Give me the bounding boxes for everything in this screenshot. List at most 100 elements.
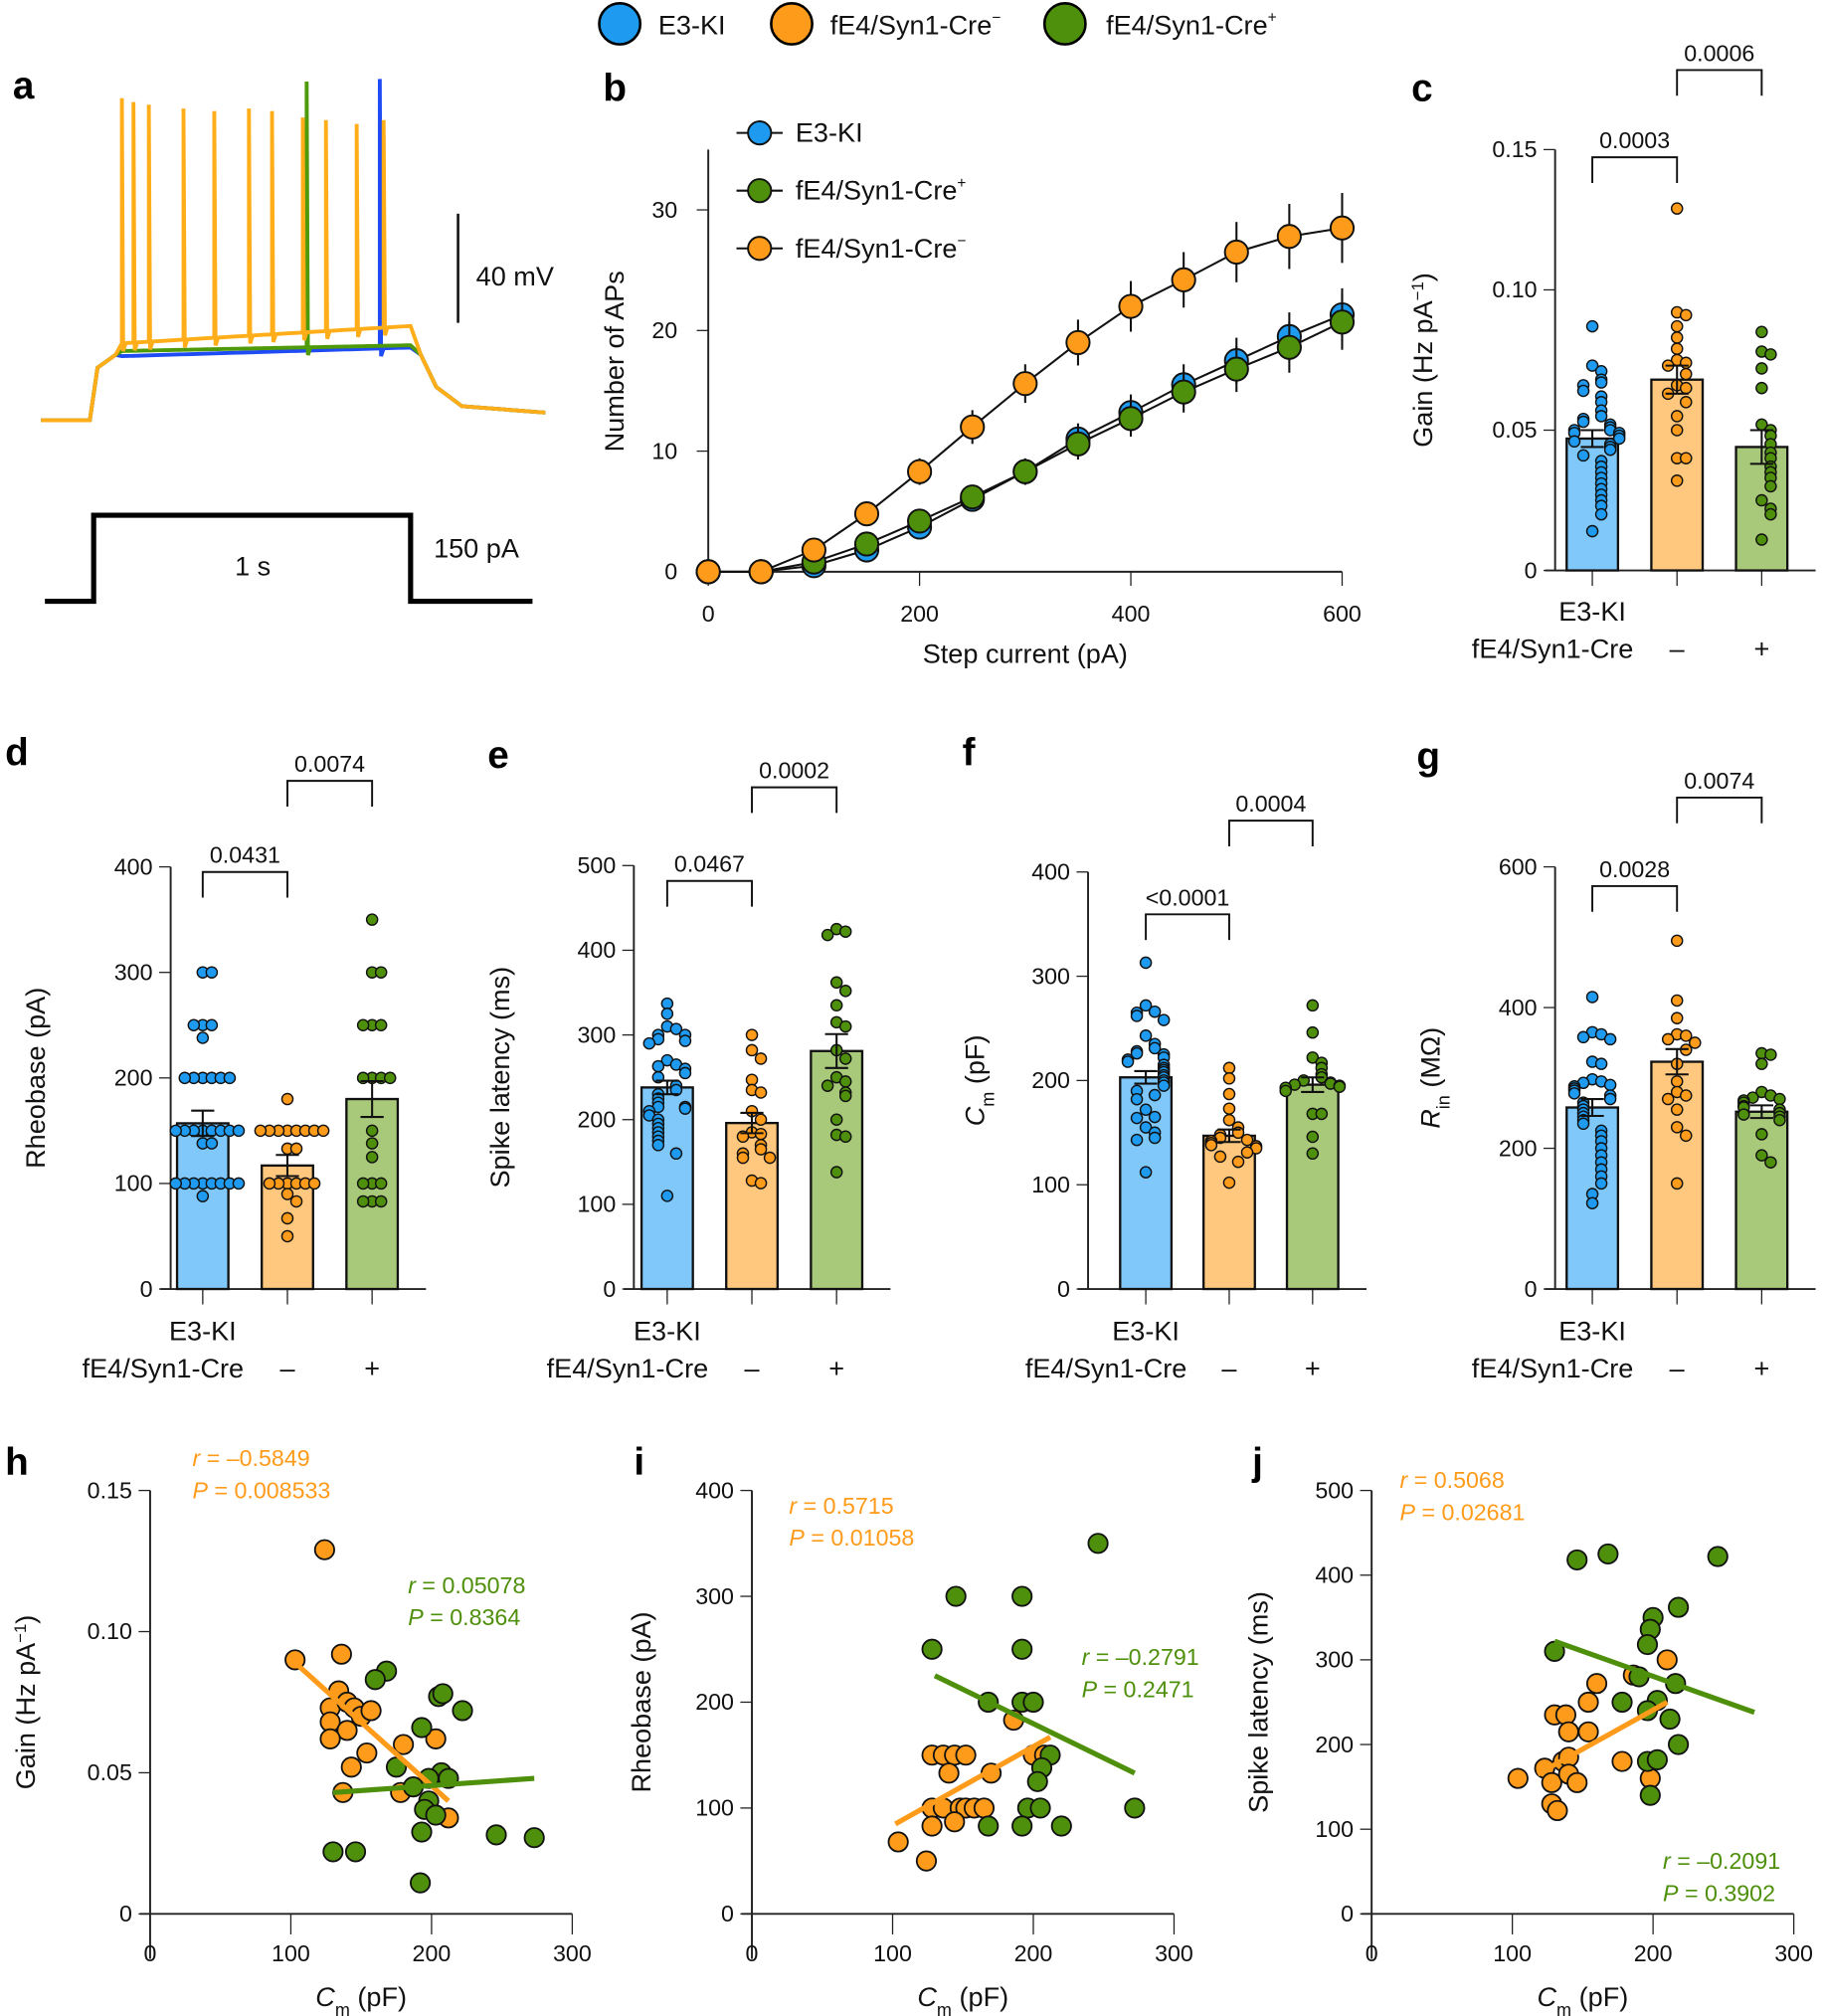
data-point <box>829 1166 843 1179</box>
panel-a: 40 mV 1 s 150 pA <box>41 79 554 605</box>
data-point <box>1157 1013 1171 1026</box>
data-point <box>356 1018 370 1032</box>
bar <box>1734 1110 1789 1291</box>
data-point <box>263 1177 276 1191</box>
y-axis-label: Rin (MΩ) <box>1415 1027 1454 1129</box>
y-tick-label: 0 <box>1525 1276 1538 1302</box>
y-axis-label-part: m <box>979 1092 999 1107</box>
data-point <box>1755 362 1768 375</box>
data-point <box>1204 1139 1218 1152</box>
data-point <box>1306 1025 1320 1039</box>
y-tick-label: 400 <box>1315 1561 1354 1587</box>
data-point <box>1213 1150 1227 1164</box>
x-axis-label-part: (pF) <box>1571 1981 1628 2012</box>
data-point <box>1670 474 1684 487</box>
data-point <box>1012 371 1038 397</box>
y-tick-label: 200 <box>695 1689 734 1715</box>
p-value-label: 0.0467 <box>674 851 745 877</box>
data-point <box>955 1744 977 1766</box>
data-point <box>1567 1087 1581 1100</box>
y-tick-label: 400 <box>578 937 617 963</box>
y-axis-label-part: Rheobase (pA) <box>626 1611 656 1792</box>
series-cre-minus <box>887 1709 1055 1872</box>
data-point <box>1585 319 1599 333</box>
bar <box>1734 446 1789 572</box>
data-point <box>1755 381 1768 395</box>
data-point <box>319 1728 341 1749</box>
y-axis-label-part: ) <box>10 1615 41 1624</box>
data-point <box>1139 1103 1153 1117</box>
panel-letter-a: a <box>13 65 35 107</box>
data-point <box>921 1815 943 1837</box>
group-0 <box>1119 956 1174 1305</box>
data-point <box>829 976 843 990</box>
x-tick-label: 100 <box>873 1940 912 1966</box>
data-point <box>1594 376 1608 389</box>
legend-marker-e3-ki <box>598 2 642 46</box>
y-axis-label-part: Gain (Hz pA <box>1407 299 1438 447</box>
legend-marker <box>747 236 773 262</box>
data-point <box>1737 1108 1750 1121</box>
data-point <box>1148 1005 1162 1018</box>
significance-bracket <box>1145 913 1230 941</box>
data-point <box>678 1102 692 1115</box>
data-point <box>307 1177 321 1191</box>
group-0 <box>1565 319 1626 587</box>
data-point <box>1118 293 1144 319</box>
data-point <box>336 1720 358 1741</box>
significance-bracket <box>1676 796 1763 824</box>
data-point <box>364 1669 386 1691</box>
data-point <box>1764 1156 1777 1169</box>
regression-line <box>894 1735 1052 1827</box>
data-point <box>187 1018 201 1032</box>
data-point <box>1130 1093 1144 1106</box>
data-point <box>887 1831 909 1853</box>
x-tick-label: 300 <box>1774 1940 1813 1966</box>
data-point <box>829 1113 843 1126</box>
data-point <box>1611 1750 1633 1772</box>
data-point <box>1594 507 1608 521</box>
data-point <box>1755 1057 1768 1070</box>
data-point <box>838 1075 852 1088</box>
group-2 <box>810 922 864 1305</box>
panel-letter-e: e <box>487 734 509 777</box>
y-tick-label: 300 <box>1031 963 1070 989</box>
correlation-p: P = 0.008533 <box>193 1477 331 1503</box>
y-tick-label: 0 <box>1057 1276 1070 1302</box>
data-point <box>425 1728 447 1749</box>
data-point <box>1148 1041 1162 1055</box>
regression-line <box>332 1775 535 1795</box>
data-point <box>1597 1543 1619 1565</box>
data-point <box>754 1177 768 1190</box>
y-axis-label-part: C <box>960 1106 991 1126</box>
data-point <box>1306 1130 1320 1144</box>
data-point <box>280 1188 294 1200</box>
x-tick-label: 100 <box>1493 1940 1532 1966</box>
panel-letter-d: d <box>5 732 29 775</box>
data-point <box>1659 1708 1681 1731</box>
stat-value: = –0.2091 <box>1671 1848 1780 1874</box>
data-point <box>1585 359 1599 372</box>
x-axis-label-part: C <box>1537 1981 1556 2012</box>
significance-bracket <box>1676 69 1763 96</box>
data-point <box>316 1124 330 1138</box>
data-point <box>360 1700 382 1722</box>
data-point <box>1011 1585 1033 1607</box>
data-point <box>651 1059 665 1073</box>
stat-value: = 0.008533 <box>208 1477 330 1503</box>
group-label-genotype: fE4/Syn1-Cre <box>1472 1353 1634 1383</box>
data-point <box>1577 1691 1599 1714</box>
data-point <box>1554 1704 1576 1726</box>
data-point <box>205 1137 219 1150</box>
p-value-label: 0.0003 <box>1599 127 1670 153</box>
y-tick-label: 200 <box>1315 1732 1354 1757</box>
y-axis-label-part: R <box>1415 1109 1446 1129</box>
data-point <box>745 1073 759 1086</box>
data-point <box>1670 331 1684 344</box>
data-point <box>1306 999 1320 1012</box>
data-point <box>960 414 986 440</box>
legend-item-e3-ki: E3-KI <box>598 2 726 46</box>
series-0 <box>695 287 1356 585</box>
stat-value: = 0.2471 <box>1097 1676 1193 1702</box>
stat-value: = 0.5715 <box>797 1493 893 1519</box>
